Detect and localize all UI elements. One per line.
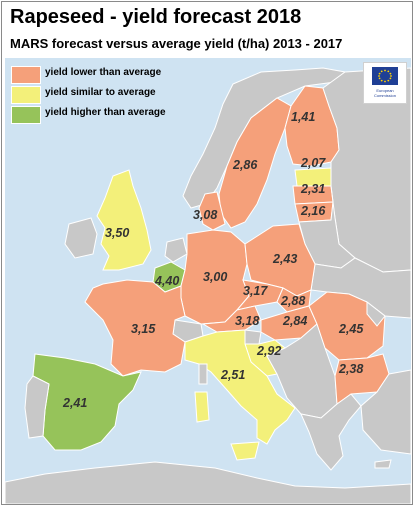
value-denmark: 3,08 [193, 208, 218, 222]
value-romania: 2,45 [339, 322, 364, 336]
value-germany: 3,00 [203, 270, 228, 284]
region-denmark [198, 191, 226, 231]
region-greece [300, 393, 362, 471]
europe-map: yield lower than average yield similar t… [5, 58, 411, 504]
value-austria: 3,18 [235, 314, 260, 328]
map-title: Rapeseed - yield forecast 2018 [10, 6, 302, 28]
value-hungary: 2,84 [283, 314, 308, 328]
value-spain: 2,41 [63, 396, 88, 410]
legend-swatch-similar [11, 86, 41, 104]
region-cyprus [374, 459, 392, 469]
legend-label-lower: yield lower than average [45, 67, 162, 78]
region-uk [96, 169, 152, 271]
region-france [84, 279, 186, 377]
region-sardinia [194, 391, 210, 423]
region-slovenia [244, 329, 262, 345]
region-portugal [24, 375, 50, 439]
value-croatia: 2,92 [257, 344, 282, 358]
region-turkey [360, 369, 411, 455]
value-estonia: 2,07 [301, 156, 326, 170]
region-ireland [64, 217, 98, 259]
region-czechia [235, 279, 284, 311]
value-latvia: 2,31 [301, 182, 326, 196]
region-moldova [366, 300, 386, 327]
legend-item-lower: yield lower than average [11, 66, 211, 84]
value-belgium: 4,40 [155, 274, 180, 288]
map-subtitle: MARS forecast versus average yield (t/ha… [10, 36, 343, 51]
value-uk: 3,50 [105, 226, 130, 240]
value-france: 3,15 [131, 322, 156, 336]
region-romania [308, 291, 386, 361]
eu-flag-icon [372, 67, 398, 85]
legend-swatch-lower [11, 66, 41, 84]
legend-item-higher: yield higher than average [11, 106, 211, 124]
value-slovakia: 2,88 [281, 294, 306, 308]
region-netherlands [164, 237, 188, 263]
legend-label-similar: yield similar to average [45, 87, 156, 98]
value-italy: 2,51 [221, 368, 246, 382]
value-finland: 1,41 [291, 110, 316, 124]
legend-item-similar: yield similar to average [11, 86, 211, 104]
legend-label-higher: yield higher than average [45, 107, 166, 118]
value-sweden: 2,86 [233, 158, 258, 172]
region-north-africa [5, 461, 411, 504]
value-poland: 2,43 [273, 252, 298, 266]
european-commission-logo: European Commission [363, 62, 407, 104]
region-italy [184, 329, 296, 445]
value-lithuania: 2,16 [301, 204, 326, 218]
region-ukraine [310, 257, 411, 319]
region-sicily [230, 441, 260, 461]
value-bulgaria: 2,38 [339, 362, 364, 376]
map-canvas [5, 67, 411, 504]
legend-swatch-higher [11, 106, 41, 124]
value-czechia: 3,17 [243, 284, 268, 298]
region-corsica [198, 363, 208, 385]
logo-text: European Commission [373, 88, 396, 98]
